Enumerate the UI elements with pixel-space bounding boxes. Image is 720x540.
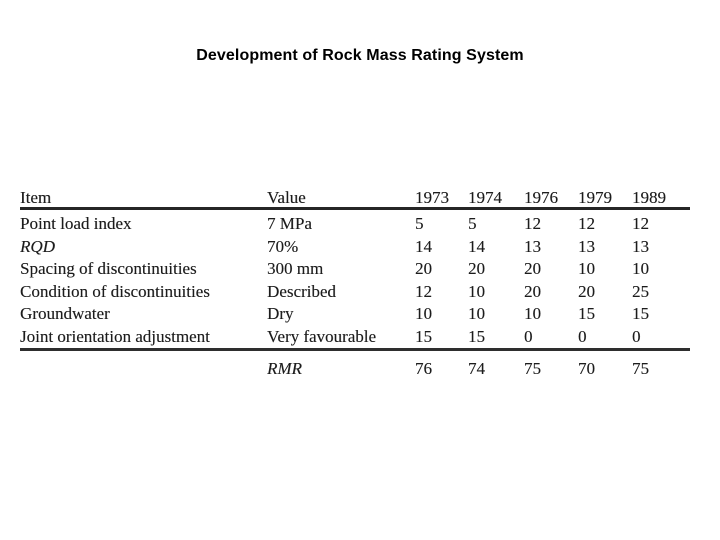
value-cell: 300 mm: [267, 259, 324, 278]
rmr-label-cell: RMR: [267, 348, 415, 379]
rating-cell: 13: [524, 236, 541, 256]
rating-cell: 20: [468, 259, 485, 278]
table-row: Point load index 7 MPa 5 5 12 12 12: [20, 209, 690, 236]
value-cell: 7 MPa: [267, 214, 312, 233]
item-cell: Spacing of discontinuities: [20, 259, 197, 278]
value-cell: Dry: [267, 304, 294, 323]
empty-cell: [20, 348, 267, 379]
rating-cell: 14: [415, 236, 432, 256]
rmr-total-cell: 76: [415, 348, 468, 379]
table-row: Joint orientation adjustment Very favour…: [20, 326, 690, 350]
rating-cell: 14: [468, 236, 485, 256]
item-cell: RQD: [20, 236, 55, 256]
rmr-development-table: Item Value 1973 1974 1976 1979 1989 Poin…: [20, 189, 690, 379]
item-cell: Groundwater: [20, 304, 110, 323]
rmr-summary-row: RMR 76 74 75 70 75: [20, 348, 690, 379]
rmr-development-table-wrap: Item Value 1973 1974 1976 1979 1989 Poin…: [20, 189, 690, 379]
rating-cell: 15: [632, 304, 649, 323]
rating-cell: 20: [578, 281, 595, 301]
column-header-item: Item: [20, 189, 267, 210]
rmr-total-cell: 75: [632, 348, 690, 379]
rating-cell: 15: [468, 326, 485, 346]
rating-cell: 12: [578, 214, 595, 233]
rating-cell: 15: [578, 304, 595, 323]
value-cell: Very favourable: [267, 326, 377, 346]
table-header-row: Item Value 1973 1974 1976 1979 1989: [20, 189, 690, 210]
item-cell: Condition of discontinuities: [20, 281, 210, 301]
rating-cell: 25: [632, 281, 649, 301]
column-header-1973: 1973: [415, 189, 468, 210]
slide-title: Development of Rock Mass Rating System: [196, 47, 524, 64]
rating-cell: 10: [468, 304, 485, 323]
rating-cell: 20: [415, 259, 432, 278]
rmr-total-cell: 75: [524, 348, 578, 379]
rating-cell: 12: [415, 281, 432, 301]
table-row: Condition of discontinuities Described 1…: [20, 281, 690, 304]
rating-cell: 13: [578, 236, 595, 256]
rating-cell: 10: [524, 304, 541, 323]
rating-cell: 20: [524, 281, 541, 301]
column-header-1979: 1979: [578, 189, 632, 210]
column-header-value: Value: [267, 189, 415, 210]
rating-cell: 5: [415, 214, 424, 233]
rating-cell: 0: [632, 326, 641, 346]
value-cell: 70%: [267, 236, 299, 256]
table-row: Groundwater Dry 10 10 10 15 15: [20, 303, 690, 326]
rating-cell: 13: [632, 236, 649, 256]
rating-cell: 0: [578, 326, 587, 346]
rating-cell: 5: [468, 214, 477, 233]
rmr-total-cell: 70: [578, 348, 632, 379]
item-cell: Point load index: [20, 214, 132, 233]
rating-cell: 10: [578, 259, 595, 278]
rating-cell: 10: [415, 304, 432, 323]
rating-cell: 0: [524, 326, 533, 346]
column-header-1974: 1974: [468, 189, 524, 210]
rating-cell: 20: [524, 259, 541, 278]
rating-cell: 15: [415, 326, 432, 346]
table-row: Spacing of discontinuities 300 mm 20 20 …: [20, 258, 690, 281]
item-cell: Joint orientation adjustment: [20, 326, 210, 346]
rating-cell: 10: [632, 259, 649, 278]
table-row: RQD 70% 14 14 13 13 13: [20, 236, 690, 259]
value-cell: Described: [267, 281, 336, 301]
rmr-total-cell: 74: [468, 348, 524, 379]
rating-cell: 12: [632, 214, 649, 233]
rating-cell: 12: [524, 214, 541, 233]
column-header-1989: 1989: [632, 189, 690, 210]
column-header-1976: 1976: [524, 189, 578, 210]
rating-cell: 10: [468, 281, 485, 301]
